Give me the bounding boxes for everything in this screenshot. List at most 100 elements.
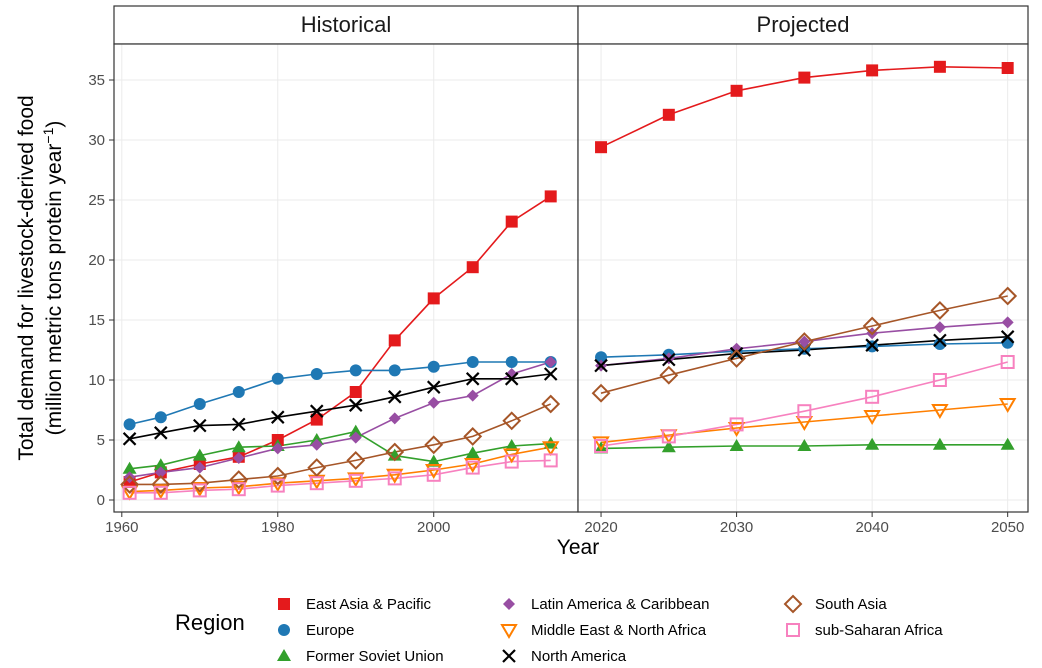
data-point	[504, 439, 519, 451]
y-tick-label: 10	[88, 372, 105, 389]
data-point	[193, 418, 207, 433]
data-point	[465, 460, 480, 475]
panel-historical: Historical 1960 1980 2000	[105, 5, 579, 536]
y-axis-subtitle: (million metric tons protein year−1)	[40, 121, 66, 436]
legend: Region East Asia & Pacific Europe Former So…	[175, 594, 943, 665]
data-point	[232, 386, 245, 398]
data-point	[388, 412, 401, 425]
data-point	[309, 476, 324, 491]
data-point	[594, 441, 609, 454]
series-points-sub-saharan-africa	[594, 355, 1015, 453]
data-point	[310, 368, 323, 380]
legend-label: South Asia	[815, 596, 887, 613]
data-point	[271, 372, 284, 385]
series-points-north-america	[122, 367, 558, 446]
data-point	[659, 365, 679, 385]
data-point	[192, 483, 207, 498]
data-point	[466, 261, 479, 274]
data-point	[154, 466, 167, 479]
x-tick-label: 1960	[105, 519, 138, 536]
data-point	[154, 426, 168, 440]
legend-label: Middle East & North Africa	[531, 622, 707, 639]
facet-strip	[113, 5, 579, 45]
y-tick-label: 25	[88, 192, 105, 209]
data-point	[592, 436, 610, 452]
data-point	[466, 356, 479, 368]
data-point	[729, 439, 744, 451]
data-point	[309, 404, 324, 418]
data-point	[502, 411, 522, 431]
data-point	[932, 437, 947, 450]
legend-item-sub-saharan-africa: sub-Saharan Africa	[786, 622, 943, 639]
legend-item-north-america: North America	[502, 648, 627, 665]
data-point	[595, 351, 608, 364]
data-point	[998, 398, 1017, 413]
x-tick-label: 2000	[417, 519, 450, 536]
legend-item-middle-east-and-north-africa: Middle East & North Africa	[500, 622, 707, 639]
x-tick-label: 2030	[720, 519, 753, 536]
data-point	[544, 190, 557, 203]
data-point	[594, 358, 608, 373]
legend-label: Former Soviet Union	[306, 648, 444, 665]
facet-label: Projected	[757, 12, 850, 37]
facet-label: Historical	[301, 12, 391, 37]
x-tick-label: 2050	[991, 519, 1024, 536]
data-point	[797, 439, 812, 451]
legend-label: East Asia & Pacific	[306, 596, 432, 613]
series-line-europe	[129, 361, 551, 426]
y-tick-label: 20	[88, 252, 105, 269]
data-point	[661, 440, 676, 453]
data-point	[387, 471, 402, 486]
data-point	[348, 473, 363, 488]
legend-label: sub-Saharan Africa	[815, 622, 943, 639]
data-point	[465, 372, 480, 386]
legend-item-europe: Europe	[278, 622, 354, 639]
data-point	[271, 442, 284, 455]
data-point	[1001, 316, 1014, 329]
series-line-north-america	[129, 373, 551, 440]
data-point	[727, 348, 746, 368]
data-point	[541, 441, 560, 457]
data-point	[427, 396, 440, 409]
data-point	[1001, 62, 1014, 74]
data-point	[349, 386, 362, 398]
data-point	[661, 429, 676, 444]
data-point	[270, 410, 285, 424]
series-line-middle-east-and-north-africa	[600, 403, 1008, 444]
data-point	[866, 64, 879, 77]
data-point	[426, 454, 441, 467]
data-point	[424, 464, 443, 479]
data-point	[232, 452, 245, 464]
data-point	[385, 468, 404, 484]
data-point	[463, 426, 483, 446]
legend-item-south-asia: South Asia	[783, 594, 887, 614]
data-point	[427, 292, 440, 305]
legend-label: Latin America & Caribbean	[531, 596, 709, 613]
data-point	[662, 352, 676, 367]
data-point	[730, 84, 743, 97]
data-point	[192, 448, 207, 461]
series-line-east-asia-and-pacific	[129, 195, 552, 483]
data-point	[123, 418, 136, 431]
data-point	[798, 335, 811, 348]
data-point	[504, 454, 519, 469]
data-point	[865, 437, 880, 450]
gridlines	[114, 44, 578, 512]
data-point	[122, 485, 137, 500]
legend-key	[503, 598, 515, 610]
series-points-south-asia	[591, 286, 1018, 403]
data-point	[153, 458, 168, 471]
series-points-east-asia-and-pacific	[595, 60, 1014, 154]
y-tick-label: 5	[97, 432, 105, 449]
data-point	[347, 472, 365, 488]
data-point	[307, 458, 327, 478]
data-point	[385, 442, 405, 462]
series-line-sub-saharan-africa	[600, 361, 1008, 447]
legend-key	[277, 649, 291, 661]
data-point	[388, 364, 401, 377]
data-point	[269, 477, 287, 493]
data-point	[270, 478, 285, 493]
data-point	[388, 334, 401, 347]
data-point	[349, 431, 362, 444]
legend-item-latin-america-and-caribbean: Latin America & Caribbean	[503, 596, 709, 613]
